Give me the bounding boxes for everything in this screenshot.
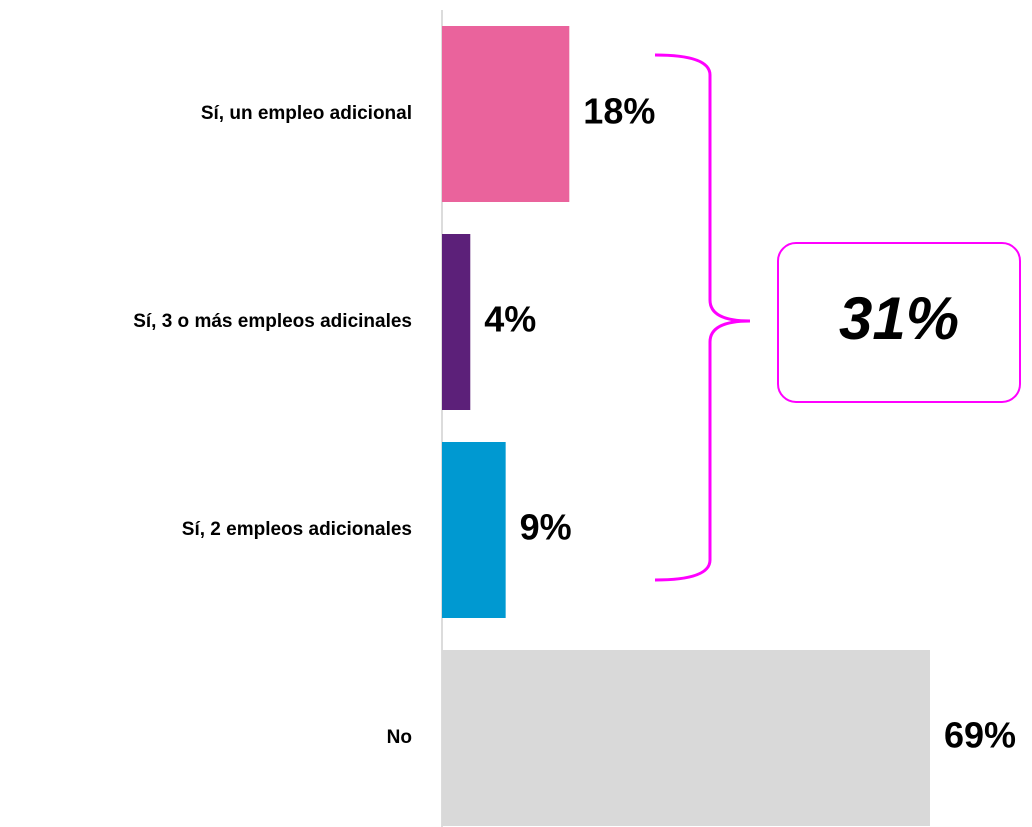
bar (442, 442, 506, 618)
brace (654, 53, 751, 582)
category-label: Sí, un empleo adicional (201, 103, 412, 124)
value-label: 18% (583, 91, 655, 132)
bar (442, 26, 570, 202)
category-label: Sí, 3 o más empleos adicinales (133, 311, 412, 332)
category-label: No (387, 727, 412, 748)
bar (442, 234, 471, 410)
value-label: 9% (520, 507, 572, 548)
annotation-box (777, 242, 1021, 403)
value-label: 69% (944, 715, 1016, 756)
bar (442, 650, 930, 826)
category-label: Sí, 2 empleos adicionales (182, 519, 412, 540)
value-label: 4% (484, 299, 536, 340)
annotation: 31% (839, 285, 959, 352)
